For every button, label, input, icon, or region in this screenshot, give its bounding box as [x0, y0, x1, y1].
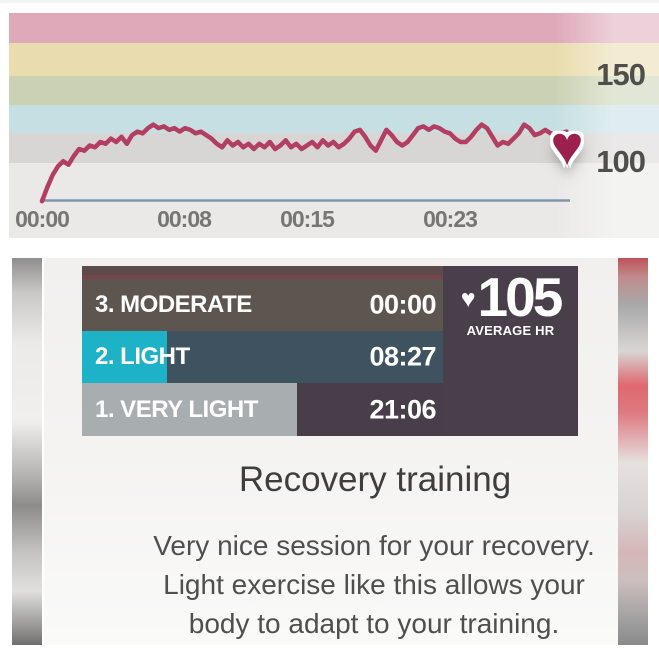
zone-band-green: [9, 76, 659, 105]
zone-band-blue: [9, 105, 659, 133]
summary-card: 3. MODERATE 00:00 2. LIGHT 08:27 1. VERY…: [44, 258, 618, 645]
photo-blur-edge-left: [12, 258, 42, 645]
zone-band-pink: [9, 13, 659, 43]
zone-label: 3. MODERATE: [95, 291, 252, 318]
zone-duration-bar: [82, 331, 167, 383]
x-tick-label: 00:00: [15, 206, 70, 232]
hr-plot-area: [9, 13, 659, 238]
y-axis-label-150: 150: [596, 57, 646, 92]
zone-band-yellow: [9, 43, 659, 76]
heart-icon: ♥: [460, 285, 476, 313]
description-line: body to adapt to your training.: [188, 608, 560, 639]
photo-blur-edge-right: [618, 258, 648, 645]
x-tick-label: 00:15: [280, 206, 335, 232]
description-line: Very nice session for your recovery.: [153, 530, 595, 561]
average-hr-panel: ♥ 105 AVERAGE HR: [443, 266, 578, 436]
y-axis-label-100: 100: [596, 144, 646, 179]
description-line: Light exercise like this allows your: [163, 569, 585, 600]
heart-rate-chart: 150 100 00:00 00:08 00:15 00:23 ♥: [0, 13, 659, 238]
zone-label: 1. VERY LIGHT: [95, 395, 258, 423]
zone-row-very-light: 1. VERY LIGHT 21:06: [82, 383, 443, 436]
summary-photo: 3. MODERATE 00:00 2. LIGHT 08:27 1. VERY…: [0, 258, 659, 659]
average-hr-value: 105: [477, 266, 564, 328]
zone-time: 21:06: [369, 394, 436, 424]
top-hairline: [0, 0, 659, 3]
zone-row-light: 2. LIGHT 08:27: [82, 331, 443, 383]
average-hr-caption: AVERAGE HR: [466, 323, 555, 338]
zone-time: 00:00: [369, 289, 436, 320]
zone-4-strip-edge: [82, 275, 443, 279]
training-benefit-description: Very nice session for your recovery. Lig…: [62, 526, 659, 643]
zone-duration-bar: [82, 383, 297, 436]
average-hr-readout: ♥ 105: [443, 270, 578, 325]
zone-rows: 3. MODERATE 00:00 2. LIGHT 08:27 1. VERY…: [82, 266, 443, 436]
training-benefit-title: Recovery training: [238, 460, 512, 499]
zone-4-strip-fill: [82, 266, 443, 275]
zone-time: 08:27: [369, 341, 436, 372]
hr-line-graph: [39, 122, 570, 204]
heart-end-marker-icon: ♥: [550, 114, 584, 177]
zone-row-moderate: 3. MODERATE 00:00: [82, 279, 443, 331]
hr-zones-panel: 3. MODERATE 00:00 2. LIGHT 08:27 1. VERY…: [82, 266, 578, 436]
zone-4-strip: [82, 266, 443, 279]
heart-rate-line: [39, 122, 569, 204]
x-tick-label: 00:08: [157, 206, 212, 232]
zone-label: 2. LIGHT: [95, 343, 190, 370]
x-tick-label: 00:23: [423, 206, 478, 232]
